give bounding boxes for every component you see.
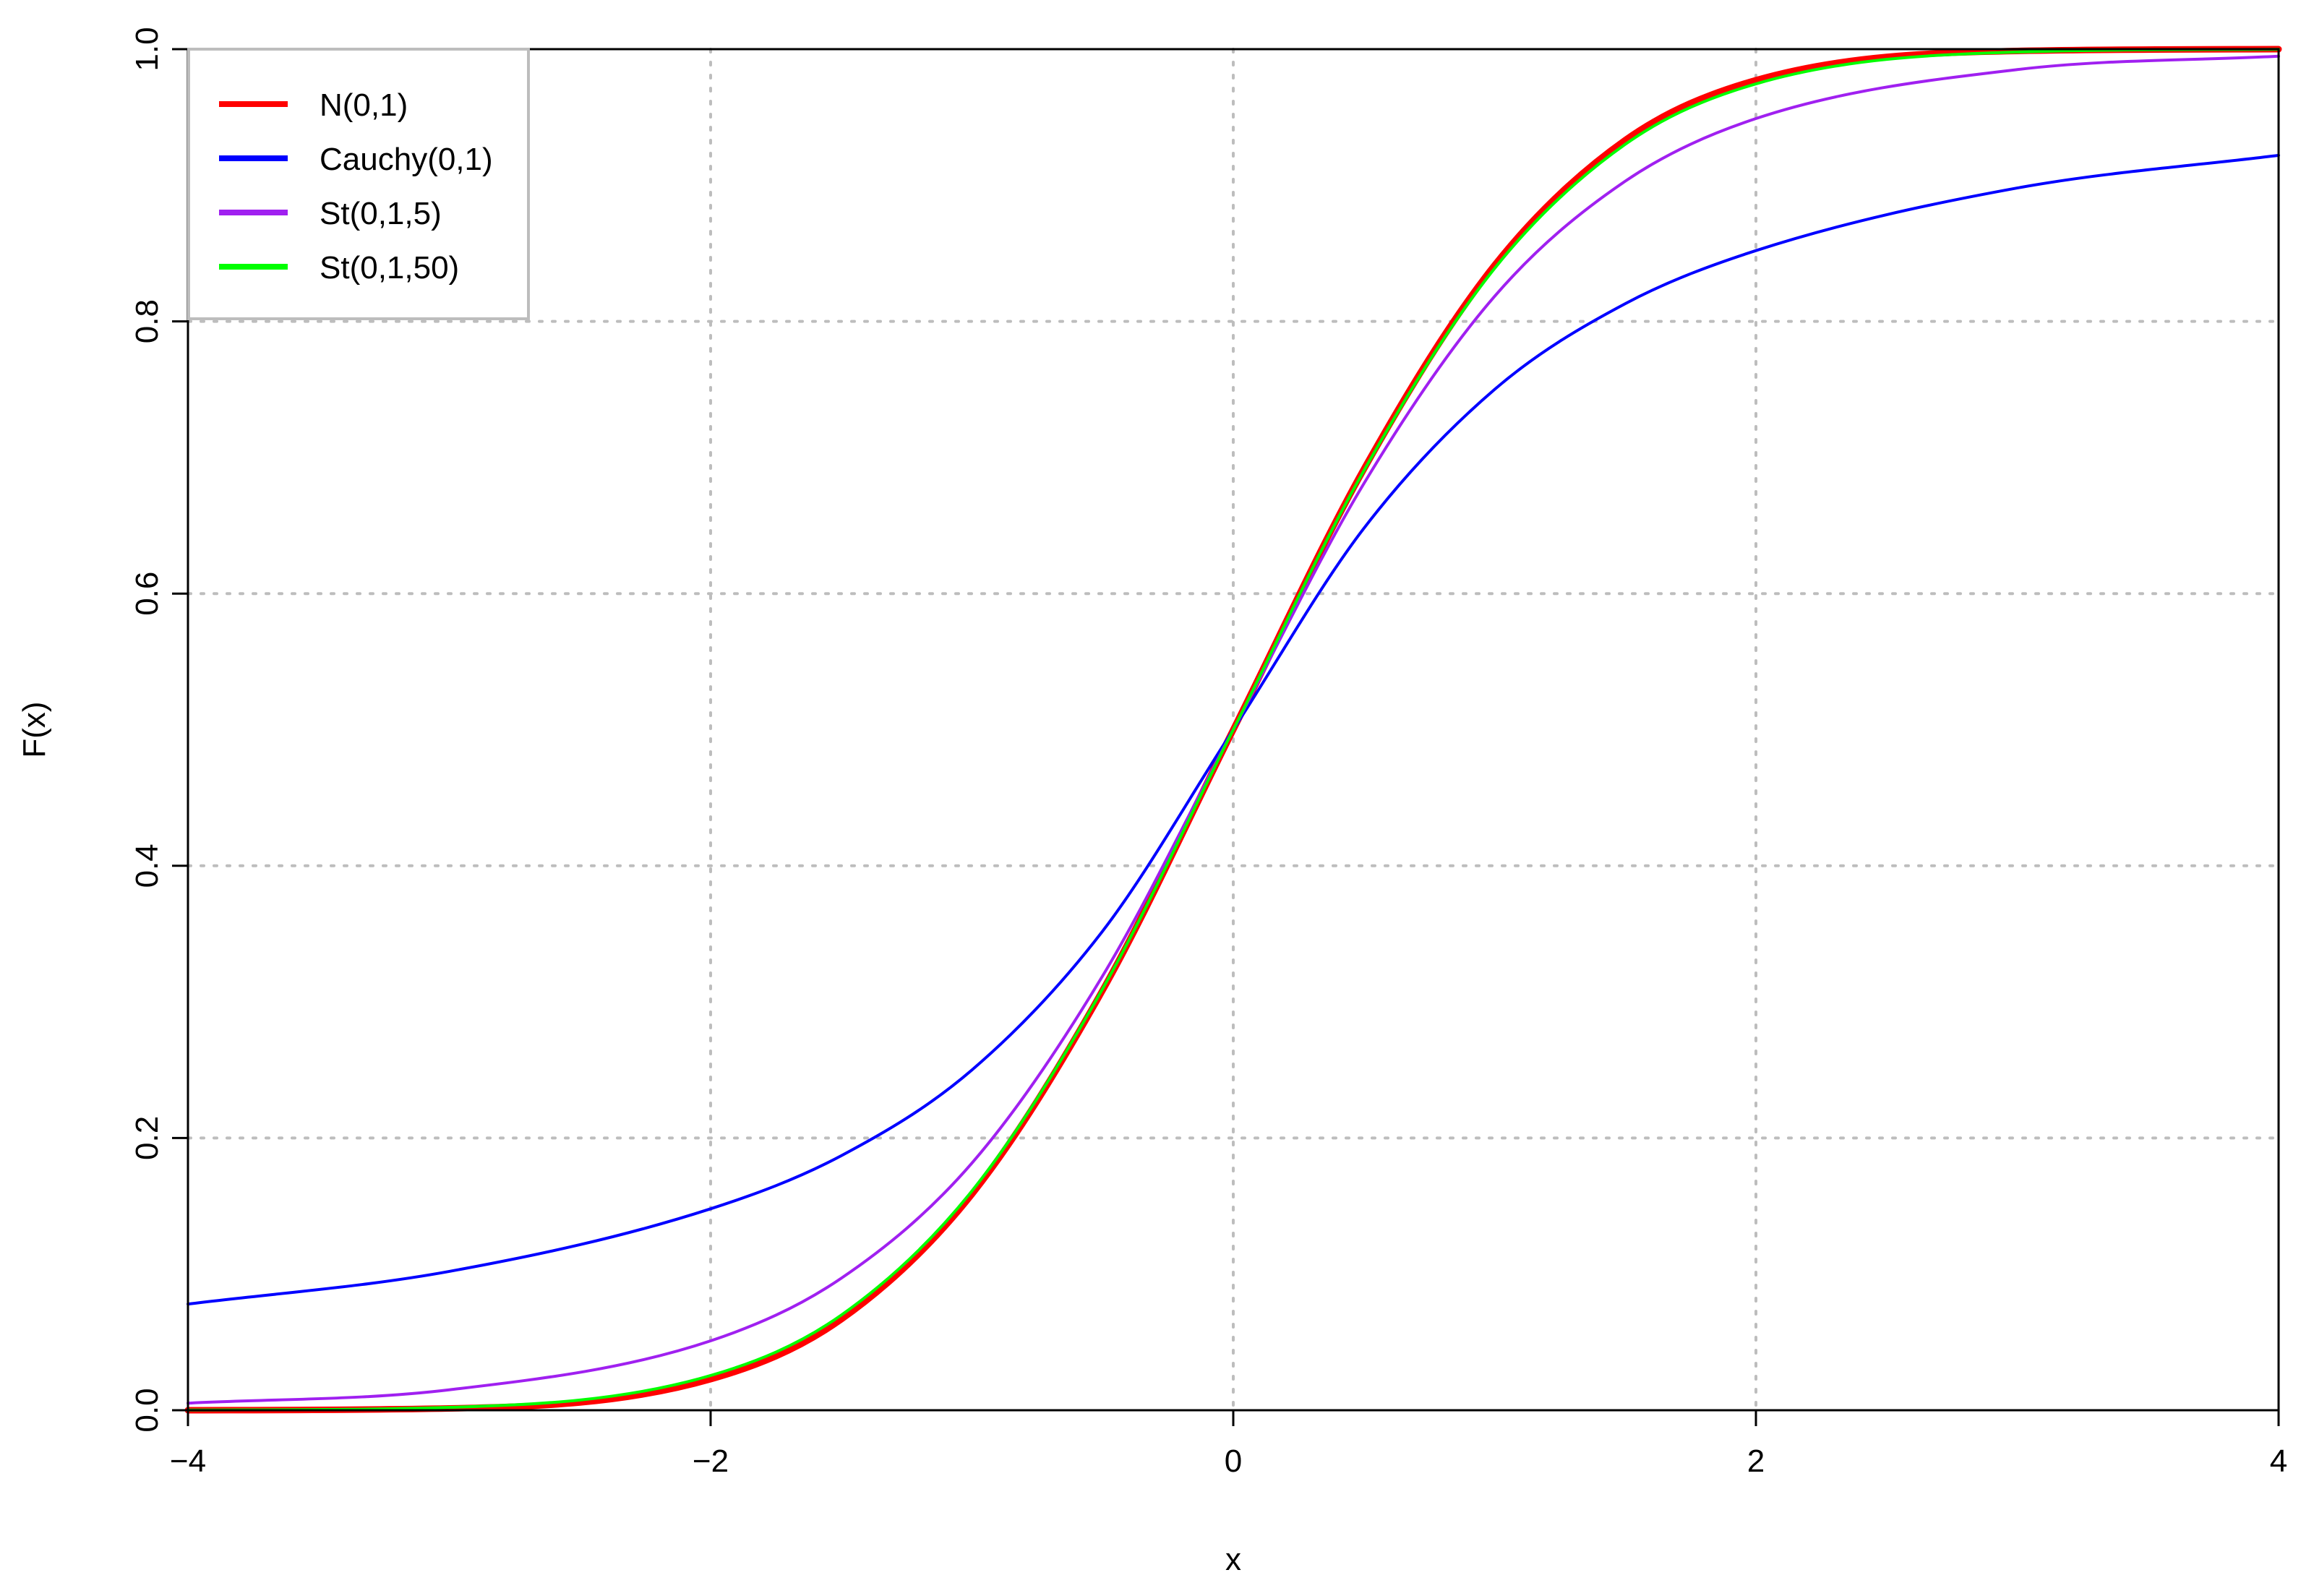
x-axis-label: x: [1225, 1542, 1241, 1577]
x-tick-label: 4: [2270, 1443, 2287, 1479]
y-tick-label: 0.8: [129, 299, 165, 343]
y-tick-label: 0.6: [129, 572, 165, 616]
y-tick-label: 1.0: [129, 27, 165, 71]
legend-label: St(0,1,5): [320, 196, 442, 231]
x-tick-label: 2: [1747, 1443, 1765, 1479]
x-axis: −4 −2 0 2 4: [170, 1410, 2287, 1479]
curves: [184, 46, 2282, 1414]
legend-label: Cauchy(0,1): [320, 142, 493, 177]
legend-box: [187, 48, 530, 320]
legend: N(0,1) Cauchy(0,1) St(0,1,5) St(0,1,50): [187, 48, 530, 320]
y-axis-label: F(x): [17, 701, 52, 758]
y-tick-label: 0.2: [129, 1116, 165, 1160]
y-axis: 0.0 0.2 0.4 0.6 0.8 1.0: [129, 27, 188, 1433]
series-line-4: [187, 48, 2280, 1412]
legend-label: N(0,1): [320, 87, 408, 123]
y-tick-label: 0.4: [129, 844, 165, 888]
x-tick-label: −2: [693, 1443, 729, 1479]
legend-label: St(0,1,50): [320, 250, 459, 286]
x-tick-label: −4: [170, 1443, 206, 1479]
y-tick-label: 0.0: [129, 1388, 165, 1432]
x-tick-label: 0: [1225, 1443, 1242, 1479]
